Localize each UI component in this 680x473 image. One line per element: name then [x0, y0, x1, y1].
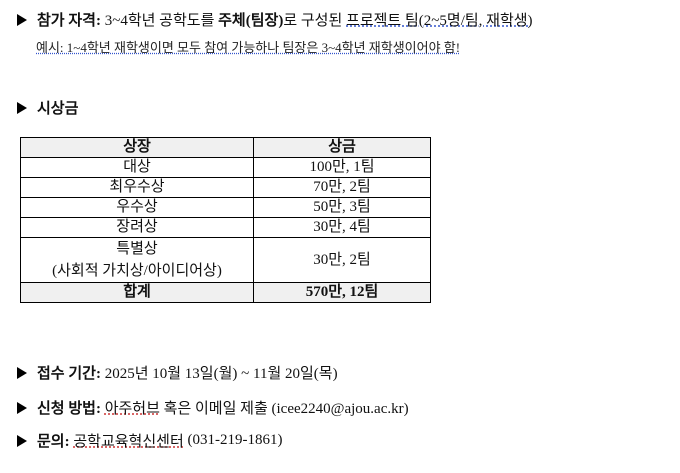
- method-link: 아주허브: [104, 401, 160, 417]
- bullet-triangle-icon: [17, 13, 27, 26]
- table-total-row: 합계 570만, 12팀: [20, 282, 431, 303]
- table-row: 최우수상 70만, 2팀: [20, 177, 431, 198]
- prize-label: 시상금: [37, 101, 79, 117]
- eligibility-text2: 로 구성된: [283, 13, 347, 29]
- eligibility-bold: 주체(팀장): [218, 13, 284, 29]
- table-row: 대상 100만, 1팀: [20, 157, 431, 178]
- period-label: 접수 기간:: [37, 366, 101, 382]
- header-amount: 상금: [253, 137, 431, 158]
- table-row: 장려상 30만, 4팀: [20, 217, 431, 238]
- amount-cell: 30만, 2팀: [253, 237, 431, 283]
- award-cell: 특별상 (사회적 가치상/아이디어상): [20, 237, 254, 283]
- total-amount: 570만, 12팀: [253, 282, 431, 303]
- period-text: 2025년 10월 13일(월) ~ 11월 20일(목): [100, 366, 338, 382]
- eligibility-team: 프로젝트 팀(2~5명/팀, 재학생): [346, 13, 533, 29]
- bullet-triangle-icon: [17, 366, 27, 379]
- header-award: 상장: [20, 137, 254, 158]
- amount-cell: 100만, 1팀: [253, 157, 431, 178]
- contact-label: 문의:: [37, 434, 70, 450]
- amount-cell: 30만, 4팀: [253, 217, 431, 238]
- eligibility-line: 참가 자격: 3~4학년 공학도를 주체(팀장) 로 구성된 프로젝트 팀(2~…: [17, 9, 533, 30]
- award-cell: 대상: [20, 157, 254, 178]
- award-cell: 우수상: [20, 197, 254, 218]
- contact-line: 문의: 공학교육혁신센터 (031-219-1861): [17, 430, 283, 451]
- award-cell: 최우수상: [20, 177, 254, 198]
- contact-phone: (031-219-1861): [183, 432, 283, 448]
- award-sub: (사회적 가치상/아이디어상): [52, 263, 222, 279]
- bullet-triangle-icon: [17, 434, 27, 447]
- period-line: 접수 기간: 2025년 10월 13일(월) ~ 11월 20일(목): [17, 362, 338, 383]
- eligibility-label: 참가 자격:: [37, 13, 101, 29]
- prize-heading: 시상금: [17, 97, 78, 118]
- award-name: 특별상: [116, 241, 158, 257]
- method-line: 신청 방법: 아주허브 혹은 이메일 제출 (icee2240@ajou.ac.…: [17, 397, 409, 418]
- method-label: 신청 방법:: [37, 401, 101, 417]
- bullet-triangle-icon: [17, 101, 27, 114]
- amount-cell: 70만, 2팀: [253, 177, 431, 198]
- total-label: 합계: [20, 282, 254, 303]
- contact-center: 공학교육혁신센터: [73, 434, 184, 450]
- amount-cell: 50만, 3팀: [253, 197, 431, 218]
- eligibility-note: 예시: 1~4학년 재학생이면 모두 참여 가능하나 팀장은 3~4학년 재학생…: [36, 40, 461, 55]
- bullet-triangle-icon: [17, 401, 27, 414]
- table-row: 특별상 (사회적 가치상/아이디어상) 30만, 2팀: [20, 237, 431, 283]
- table-header: 상장 상금: [20, 137, 431, 158]
- eligibility-text: 3~4학년 공학도를: [100, 13, 219, 29]
- award-cell: 장려상: [20, 217, 254, 238]
- method-text: 혹은 이메일 제출 (icee2240@ajou.ac.kr): [159, 401, 409, 417]
- prize-table: 상장 상금 대상 100만, 1팀 최우수상 70만, 2팀 우수상 50만, 3팀 …: [20, 137, 431, 303]
- table-row: 우수상 50만, 3팀: [20, 197, 431, 218]
